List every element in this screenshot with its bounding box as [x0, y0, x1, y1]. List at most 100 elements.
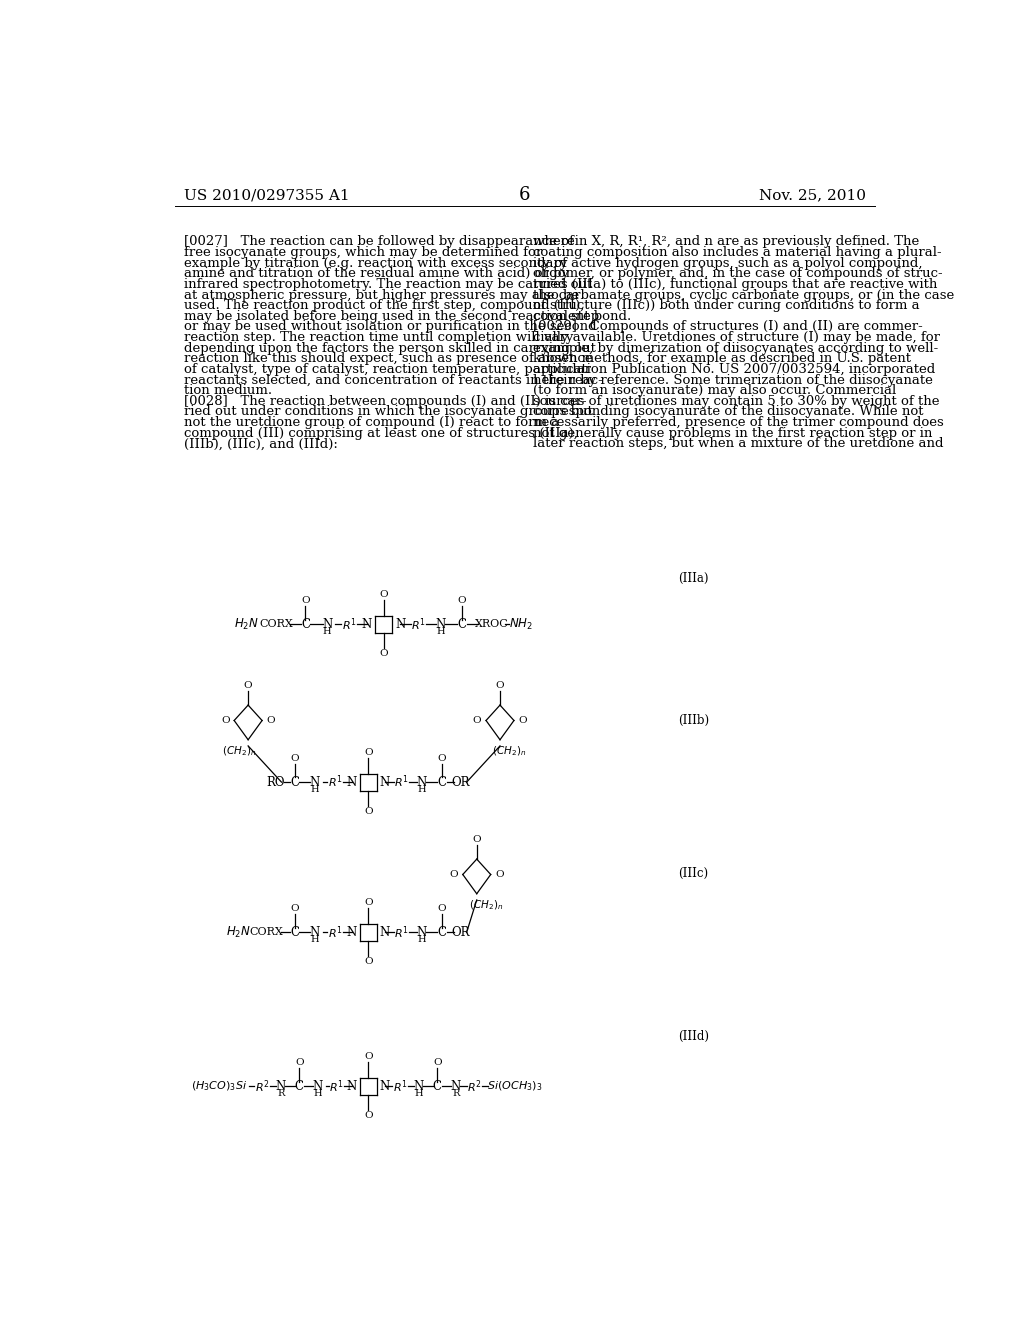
Text: cially available. Uretdiones of structure (I) may be made, for: cially available. Uretdiones of structur… — [532, 331, 940, 345]
Text: H: H — [310, 785, 319, 795]
Text: H: H — [436, 627, 444, 636]
Text: application Publication No. US 2007/0032594, incorporated: application Publication No. US 2007/0032… — [532, 363, 935, 376]
Text: $R^1$: $R^1$ — [329, 1078, 344, 1094]
Text: covalent bond.: covalent bond. — [532, 310, 631, 323]
Text: XROC: XROC — [474, 619, 508, 630]
Text: $R^1$: $R^1$ — [412, 616, 426, 632]
Text: O: O — [496, 870, 504, 879]
Text: free isocyanate groups, which may be determined for: free isocyanate groups, which may be det… — [183, 246, 542, 259]
Text: $(CH_2)_n$: $(CH_2)_n$ — [469, 899, 503, 912]
Text: necessarily preferred, presence of the trimer compound does: necessarily preferred, presence of the t… — [532, 416, 943, 429]
Text: $R^1$: $R^1$ — [392, 1078, 408, 1094]
Text: N: N — [309, 776, 319, 788]
Text: or may be used without isolation or purification in the second: or may be used without isolation or puri… — [183, 321, 596, 334]
Text: N: N — [323, 618, 333, 631]
Text: R: R — [453, 1089, 460, 1098]
Text: OR: OR — [452, 776, 470, 788]
Text: C: C — [433, 1080, 441, 1093]
Text: corresponding isocyanurate of the diisocyanate. While not: corresponding isocyanurate of the diisoc… — [532, 405, 923, 418]
Text: sources of uretdiones may contain 5 to 30% by weight of the: sources of uretdiones may contain 5 to 3… — [532, 395, 939, 408]
Text: N: N — [395, 618, 406, 631]
Text: (IIIc): (IIIc) — [678, 866, 709, 879]
Text: C: C — [295, 1080, 304, 1093]
Text: N: N — [361, 618, 372, 631]
Text: ried out under conditions in which the isocyanate groups but: ried out under conditions in which the i… — [183, 405, 593, 418]
Text: O: O — [518, 715, 527, 725]
Text: later reaction steps, but when a mixture of the uretdione and: later reaction steps, but when a mixture… — [532, 437, 943, 450]
Text: O: O — [291, 754, 299, 763]
Text: reactants selected, and concentration of reactants in the reac-: reactants selected, and concentration of… — [183, 374, 602, 387]
Text: not the uretdione group of compound (I) react to form a: not the uretdione group of compound (I) … — [183, 416, 559, 429]
Text: O: O — [437, 754, 446, 763]
Text: (to form an isocyanurate) may also occur. Commercial: (to form an isocyanurate) may also occur… — [532, 384, 896, 397]
Text: may be isolated before being used in the second reaction step: may be isolated before being used in the… — [183, 310, 599, 323]
Text: O: O — [380, 590, 388, 599]
Text: N: N — [414, 1080, 424, 1093]
Text: O: O — [496, 681, 504, 690]
Text: H: H — [323, 627, 332, 636]
Text: $R^1$: $R^1$ — [328, 924, 342, 941]
Text: $R^1$: $R^1$ — [394, 774, 409, 791]
Text: N: N — [435, 618, 445, 631]
Text: H: H — [415, 1089, 423, 1098]
Text: H: H — [310, 936, 319, 944]
Text: $Si(OCH_3)_3$: $Si(OCH_3)_3$ — [487, 1080, 543, 1093]
Text: $NH_2$: $NH_2$ — [509, 616, 532, 632]
Text: $R^1$: $R^1$ — [394, 924, 409, 941]
Text: O: O — [364, 748, 373, 758]
Text: N: N — [451, 1080, 461, 1093]
Text: O: O — [450, 870, 458, 879]
Text: C: C — [437, 925, 446, 939]
Text: known methods, for example as described in U.S. patent: known methods, for example as described … — [532, 352, 910, 366]
Text: (IIIa): (IIIa) — [678, 572, 709, 585]
Text: O: O — [295, 1057, 303, 1067]
Text: C: C — [290, 776, 299, 788]
Text: N: N — [380, 925, 390, 939]
Text: oligomer, or polymer, and, in the case of compounds of struc-: oligomer, or polymer, and, in the case o… — [532, 267, 942, 280]
Text: [0029]   Compounds of structures (I) and (II) are commer-: [0029] Compounds of structures (I) and (… — [532, 321, 923, 334]
Text: $R^2$: $R^2$ — [467, 1078, 481, 1094]
Text: $(H_3CO)_3Si$: $(H_3CO)_3Si$ — [191, 1080, 248, 1093]
Text: C: C — [437, 776, 446, 788]
Text: N: N — [417, 925, 427, 939]
Text: not generally cause problems in the first reaction step or in: not generally cause problems in the firs… — [532, 426, 932, 440]
Text: (IIIb), (IIIc), and (IIId):: (IIIb), (IIIc), and (IIId): — [183, 437, 338, 450]
Text: used. The reaction product of the first step, compound (III),: used. The reaction product of the first … — [183, 300, 584, 312]
Text: tion medium.: tion medium. — [183, 384, 272, 397]
Text: Nov. 25, 2010: Nov. 25, 2010 — [759, 189, 866, 202]
Text: ity of active hydrogen groups, such as a polyol compound,: ity of active hydrogen groups, such as a… — [532, 256, 922, 269]
Text: reaction like this should expect, such as presence of absence: reaction like this should expect, such a… — [183, 352, 593, 366]
Text: N: N — [346, 776, 356, 788]
Text: compound (III) comprising at least one of structures (IIIa),: compound (III) comprising at least one o… — [183, 426, 578, 440]
Text: N: N — [346, 1080, 356, 1093]
Text: H: H — [418, 936, 426, 944]
Text: reaction step. The reaction time until completion will vary: reaction step. The reaction time until c… — [183, 331, 573, 345]
Text: 6: 6 — [519, 186, 530, 205]
Text: N: N — [275, 1080, 286, 1093]
Text: example, by dimerization of diisocyanates according to well-: example, by dimerization of diisocyanate… — [532, 342, 938, 355]
Text: at atmospheric pressure, but higher pressures may also be: at atmospheric pressure, but higher pres… — [183, 289, 579, 301]
Text: O: O — [473, 715, 481, 725]
Text: US 2010/0297355 A1: US 2010/0297355 A1 — [183, 189, 349, 202]
Text: H: H — [418, 785, 426, 795]
Text: N: N — [380, 1080, 390, 1093]
Text: R: R — [276, 1089, 285, 1098]
Text: O: O — [244, 681, 253, 690]
Text: $H_2N$: $H_2N$ — [234, 616, 259, 632]
Text: O: O — [301, 595, 310, 605]
Text: OR: OR — [452, 925, 470, 939]
Text: (IIId): (IIId) — [678, 1030, 710, 1043]
Text: N: N — [346, 925, 356, 939]
Text: O: O — [364, 957, 373, 966]
Text: coating composition also includes a material having a plural-: coating composition also includes a mate… — [532, 246, 941, 259]
Text: O: O — [364, 1111, 373, 1119]
Text: O: O — [364, 807, 373, 816]
Text: $R^1$: $R^1$ — [328, 774, 342, 791]
Text: C: C — [290, 925, 299, 939]
Text: N: N — [417, 776, 427, 788]
Text: amine and titration of the residual amine with acid) or by: amine and titration of the residual amin… — [183, 267, 568, 280]
Text: of catalyst, type of catalyst, reaction temperature, particular: of catalyst, type of catalyst, reaction … — [183, 363, 591, 376]
Text: C: C — [458, 618, 467, 631]
Text: $R^2$: $R^2$ — [255, 1078, 269, 1094]
Text: $H_2N$: $H_2N$ — [226, 925, 251, 940]
